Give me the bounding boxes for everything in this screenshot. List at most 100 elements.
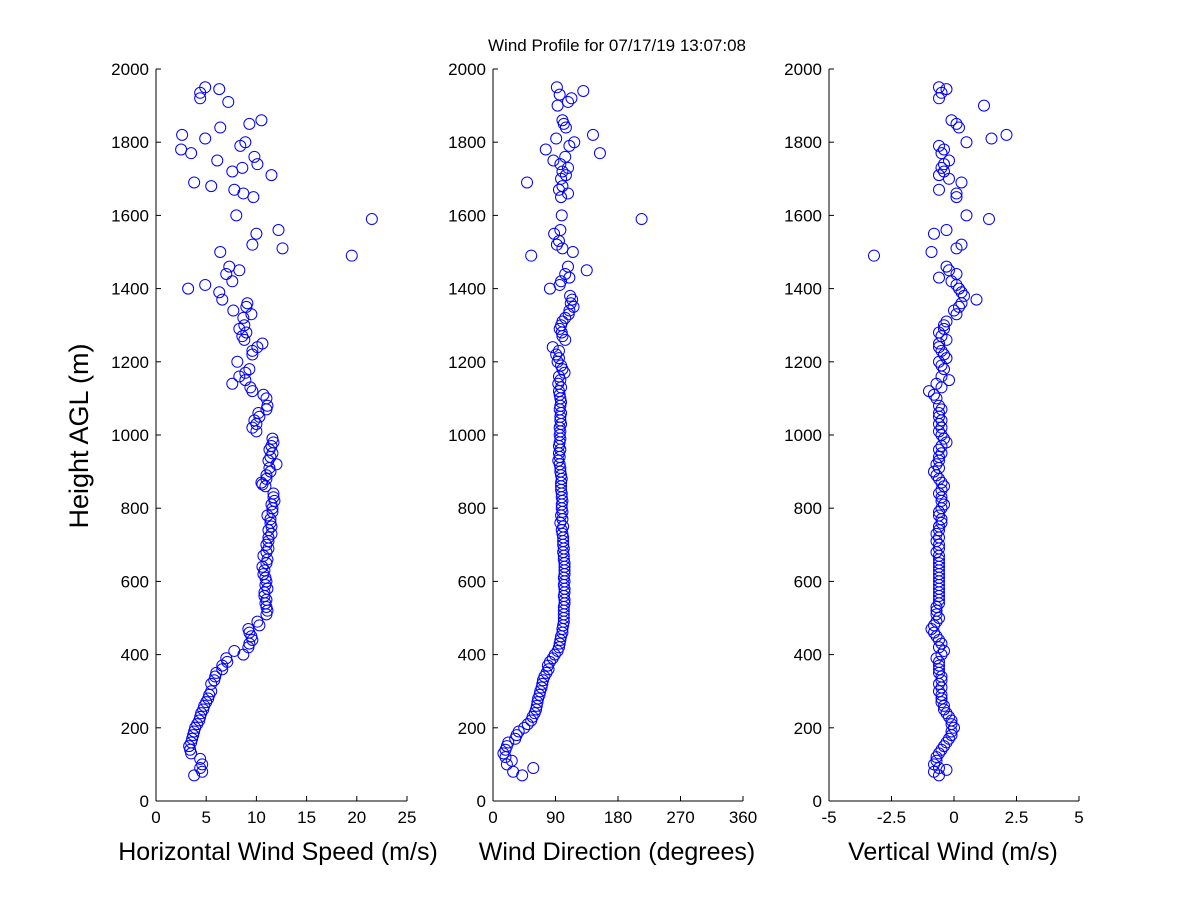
y-tick-label: 400 xyxy=(121,646,149,665)
data-point xyxy=(950,191,963,204)
data-point xyxy=(940,707,953,720)
y-tick-label: 800 xyxy=(121,499,149,518)
data-point xyxy=(268,494,281,507)
data-point xyxy=(194,710,207,723)
data-point xyxy=(264,465,277,478)
data-point xyxy=(185,747,198,760)
data-point xyxy=(930,469,943,482)
data-point xyxy=(933,505,945,518)
data-point xyxy=(505,754,518,767)
data-point xyxy=(935,147,948,160)
data-point xyxy=(943,732,955,745)
data-point xyxy=(553,637,566,650)
data-point xyxy=(928,619,940,632)
data-point xyxy=(550,348,563,361)
data-point xyxy=(539,143,552,156)
data-point xyxy=(250,425,263,438)
data-point xyxy=(930,615,943,628)
data-point xyxy=(210,666,223,679)
data-point xyxy=(933,597,945,610)
data-point xyxy=(530,699,543,712)
data-point xyxy=(237,311,250,324)
data-point xyxy=(940,224,953,237)
data-point xyxy=(935,447,948,460)
y-tick-label: 0 xyxy=(140,792,149,811)
data-point xyxy=(940,333,953,346)
data-point xyxy=(248,150,261,163)
data-point xyxy=(543,282,556,295)
data-point xyxy=(525,249,538,262)
y-tick-label: 1400 xyxy=(448,280,486,299)
data-point xyxy=(237,187,250,200)
y-tick-label: 1800 xyxy=(111,133,149,152)
data-point xyxy=(556,242,569,255)
data-point xyxy=(239,374,252,387)
data-point xyxy=(563,271,576,284)
data-point xyxy=(935,403,948,416)
data-point xyxy=(205,180,218,193)
y-tick-label: 800 xyxy=(458,499,486,518)
data-point xyxy=(554,224,567,237)
data-point xyxy=(868,249,880,262)
data-point xyxy=(265,527,278,540)
data-point xyxy=(196,765,209,778)
data-point xyxy=(246,633,259,646)
data-point xyxy=(556,330,569,343)
data-point xyxy=(550,132,563,145)
data-point xyxy=(233,370,246,383)
data-point xyxy=(938,363,950,376)
data-point xyxy=(970,293,983,306)
data-point xyxy=(516,769,529,782)
data-point xyxy=(260,403,273,416)
data-point xyxy=(272,224,285,237)
data-point xyxy=(935,674,948,687)
data-point xyxy=(930,652,943,665)
data-point xyxy=(245,630,258,643)
data-point xyxy=(943,264,955,277)
data-point xyxy=(580,264,593,277)
data-point xyxy=(933,633,945,646)
data-point xyxy=(250,418,263,431)
data-point xyxy=(930,601,943,614)
x-axis-label: Wind Direction (degrees) xyxy=(479,838,756,866)
y-tick-label: 1600 xyxy=(784,206,822,225)
data-point xyxy=(227,304,240,317)
data-point xyxy=(935,421,948,434)
data-point xyxy=(635,213,648,226)
y-tick-label: 800 xyxy=(794,499,822,518)
data-point xyxy=(250,227,263,240)
data-point xyxy=(214,246,227,258)
data-point xyxy=(251,158,264,171)
data-point xyxy=(938,432,950,445)
data-point xyxy=(935,344,948,357)
data-point xyxy=(261,582,274,595)
y-tick-label: 200 xyxy=(458,719,486,738)
x-tick-label: 5 xyxy=(1074,808,1083,827)
data-point xyxy=(228,644,241,657)
data-point xyxy=(365,213,378,226)
data-point xyxy=(940,736,953,749)
data-point xyxy=(546,341,559,354)
y-tick-label: 1800 xyxy=(784,133,822,152)
data-point xyxy=(943,710,955,723)
data-point xyxy=(925,246,938,258)
x-tick-label: 5 xyxy=(201,808,210,827)
data-point xyxy=(255,114,268,127)
data-point xyxy=(933,593,945,606)
data-point xyxy=(216,663,229,676)
data-point xyxy=(187,729,200,742)
data-point xyxy=(930,754,943,767)
data-point xyxy=(238,333,251,346)
data-point xyxy=(562,187,574,200)
data-point xyxy=(188,769,201,782)
data-point xyxy=(240,326,253,339)
data-point xyxy=(953,121,965,134)
data-point xyxy=(550,81,563,94)
data-point xyxy=(222,95,235,108)
data-point xyxy=(933,524,945,537)
data-point xyxy=(953,282,965,295)
x-axis-label: Vertical Wind (m/s) xyxy=(848,838,1058,866)
data-point xyxy=(935,513,948,526)
y-tick-label: 0 xyxy=(477,792,486,811)
data-point xyxy=(928,388,940,401)
